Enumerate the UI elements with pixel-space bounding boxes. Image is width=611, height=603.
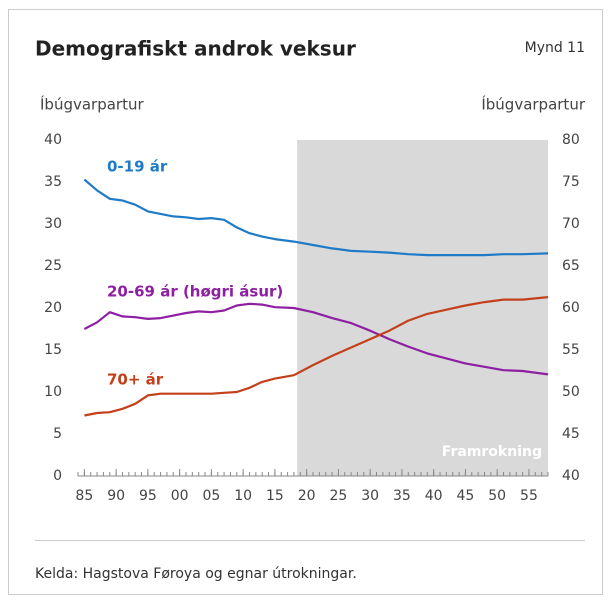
- series-label: 0-19 ár: [107, 158, 168, 176]
- y2-tick-label: 40: [562, 468, 580, 484]
- x-tick-label: 20: [298, 488, 316, 504]
- y2-tick-label: 45: [562, 426, 580, 442]
- projection-shade: [297, 140, 548, 476]
- x-tick-label: 10: [234, 488, 252, 504]
- y2-tick-label: 65: [562, 258, 580, 274]
- y2-tick-label: 55: [562, 342, 580, 358]
- y-tick-label: 0: [53, 468, 62, 484]
- x-tick-label: 45: [457, 488, 475, 504]
- x-tick-label: 85: [75, 488, 93, 504]
- x-tick-label: 05: [202, 488, 220, 504]
- x-tick-label: 35: [393, 488, 411, 504]
- source: Kelda: Hagstova Føroya og egnar útroknin…: [35, 566, 357, 582]
- x-tick-label: 95: [139, 488, 157, 504]
- x-tick-label: 40: [425, 488, 443, 504]
- x-tick-label: 25: [329, 488, 347, 504]
- annotation: Framrokning: [442, 444, 542, 460]
- y-tick-label: 10: [44, 384, 62, 400]
- y2-tick-label: 50: [562, 384, 580, 400]
- x-tick-label: 15: [266, 488, 284, 504]
- y-tick-label: 25: [44, 258, 62, 274]
- figure-label: Mynd 11: [525, 40, 585, 56]
- x-tick-label: 50: [488, 488, 506, 504]
- y-tick-label: 40: [44, 132, 62, 148]
- y-axis-label: Íbúgvarpartur: [40, 95, 144, 114]
- y-tick-label: 15: [44, 342, 62, 358]
- y2-tick-label: 70: [562, 216, 580, 232]
- y2-tick-label: 60: [562, 300, 580, 316]
- series-label: 70+ ár: [107, 371, 164, 389]
- x-tick-label: 90: [107, 488, 125, 504]
- line: [83, 302, 549, 376]
- line: [83, 178, 549, 257]
- y2-tick-label: 75: [562, 174, 580, 190]
- x-tick-label: 30: [361, 488, 379, 504]
- line: [84, 296, 549, 417]
- series-label: 20-69 ár (høgri ásur): [107, 283, 283, 301]
- x-tick-label: 00: [171, 488, 189, 504]
- y2-axis-label: Íbúgvarpartur: [481, 95, 585, 114]
- frame: [8, 9, 603, 595]
- y-tick-label: 20: [44, 300, 62, 316]
- y2-tick-label: 80: [562, 132, 580, 148]
- y-tick-label: 35: [44, 174, 62, 190]
- y-tick-label: 5: [53, 426, 62, 442]
- chart-title: Demografiskt androk veksur: [35, 37, 356, 61]
- x-tick-label: 55: [520, 488, 538, 504]
- y-tick-label: 30: [44, 216, 62, 232]
